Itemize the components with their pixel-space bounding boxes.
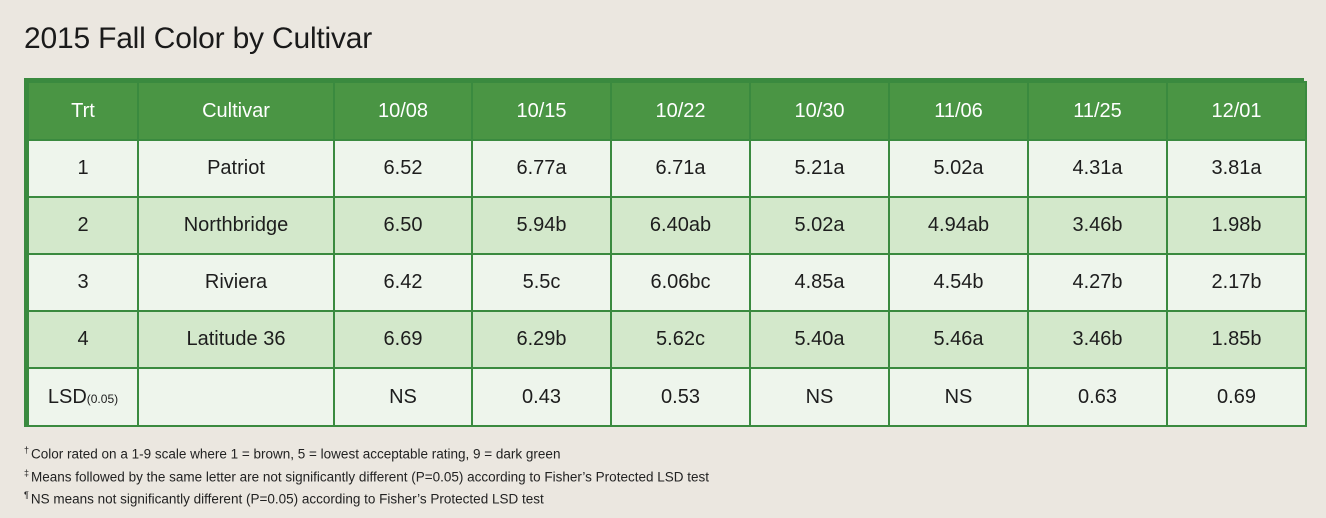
table-cell: 4.85a <box>749 253 890 312</box>
table-cell: 5.02a <box>749 196 890 255</box>
table-cell: 6.29b <box>471 310 612 369</box>
table-cell: 5.62c <box>610 310 751 369</box>
table-row: 2 Northbridge 6.50 5.94b 6.40ab 5.02a 4.… <box>27 196 1307 255</box>
column-header-date: 10/08 <box>333 81 473 141</box>
table-cell: 6.77a <box>471 139 612 198</box>
table-cell: Northbridge <box>137 196 335 255</box>
table-cell: Latitude 36 <box>137 310 335 369</box>
lsd-value: 0.69 <box>1166 367 1307 427</box>
table-cell: 1.98b <box>1166 196 1307 255</box>
table-cell: 3.46b <box>1027 310 1168 369</box>
footnote: † Color rated on a 1-9 scale where 1 = br… <box>24 445 561 462</box>
column-header-date: 11/06 <box>888 81 1029 141</box>
lsd-row: LSD(0.05) NS 0.43 0.53 NS NS 0.63 0.69 <box>27 367 1307 427</box>
footnote: ‡ Means followed by the same letter are n… <box>24 467 709 485</box>
table-cell: 4.27b <box>1027 253 1168 312</box>
table-cell: 3.46b <box>1027 196 1168 255</box>
table-cell: 1.85b <box>1166 310 1307 369</box>
table-cell: Riviera <box>137 253 335 312</box>
lsd-value: NS <box>888 367 1029 427</box>
column-header-date: 10/22 <box>610 81 751 141</box>
fall-color-table: Trt Cultivar 10/08 10/15 10/22 10/30 11/… <box>24 78 1307 427</box>
table-cell: 5.40a <box>749 310 890 369</box>
lsd-value: 0.43 <box>471 367 612 427</box>
table-row: 4 Latitude 36 6.69 6.29b 5.62c 5.40a 5.4… <box>27 310 1307 369</box>
table-cell: 6.06bc <box>610 253 751 312</box>
table-cell: 4.31a <box>1027 139 1168 198</box>
table-cell: 5.94b <box>471 196 612 255</box>
column-header-cultivar: Cultivar <box>137 81 335 141</box>
table-cell: 2.17b <box>1166 253 1307 312</box>
footnotes: † Color rated on a 1-9 scale where 1 = br… <box>24 441 709 509</box>
column-header-date: 12/01 <box>1166 81 1307 141</box>
table-row: 1 Patriot 6.52 6.77a 6.71a 5.21a 5.02a 4… <box>27 139 1307 198</box>
lsd-value: 0.53 <box>610 367 751 427</box>
table-header-row: Trt Cultivar 10/08 10/15 10/22 10/30 11/… <box>27 81 1307 141</box>
lsd-value: NS <box>333 367 473 427</box>
table-cell: 1 <box>27 139 139 198</box>
table-cell: 6.50 <box>333 196 473 255</box>
column-header-date: 10/30 <box>749 81 890 141</box>
table-cell: 5.02a <box>888 139 1029 198</box>
table-cell: 2 <box>27 196 139 255</box>
table-cell: Patriot <box>137 139 335 198</box>
table-cell: 6.40ab <box>610 196 751 255</box>
column-header-date: 11/25 <box>1027 81 1168 141</box>
lsd-value: NS <box>749 367 890 427</box>
table-cell: 6.42 <box>333 253 473 312</box>
table-cell: 3.81a <box>1166 139 1307 198</box>
table-cell: 4.54b <box>888 253 1029 312</box>
table-cell <box>137 367 335 427</box>
column-header-date: 10/15 <box>471 81 612 141</box>
table-cell: 5.21a <box>749 139 890 198</box>
column-header-trt: Trt <box>27 81 139 141</box>
page-title: 2015 Fall Color by Cultivar <box>24 22 373 55</box>
table-cell: 4 <box>27 310 139 369</box>
table-cell: 5.46a <box>888 310 1029 369</box>
table-cell: 6.52 <box>333 139 473 198</box>
table-cell: 4.94ab <box>888 196 1029 255</box>
table-row: 3 Riviera 6.42 5.5c 6.06bc 4.85a 4.54b 4… <box>27 253 1307 312</box>
table-cell: 3 <box>27 253 139 312</box>
lsd-label: LSD(0.05) <box>27 367 139 427</box>
footnote: ¶ NS means not significantly different (P… <box>24 490 544 507</box>
table-cell: 6.69 <box>333 310 473 369</box>
lsd-value: 0.63 <box>1027 367 1168 427</box>
table-cell: 5.5c <box>471 253 612 312</box>
table-cell: 6.71a <box>610 139 751 198</box>
